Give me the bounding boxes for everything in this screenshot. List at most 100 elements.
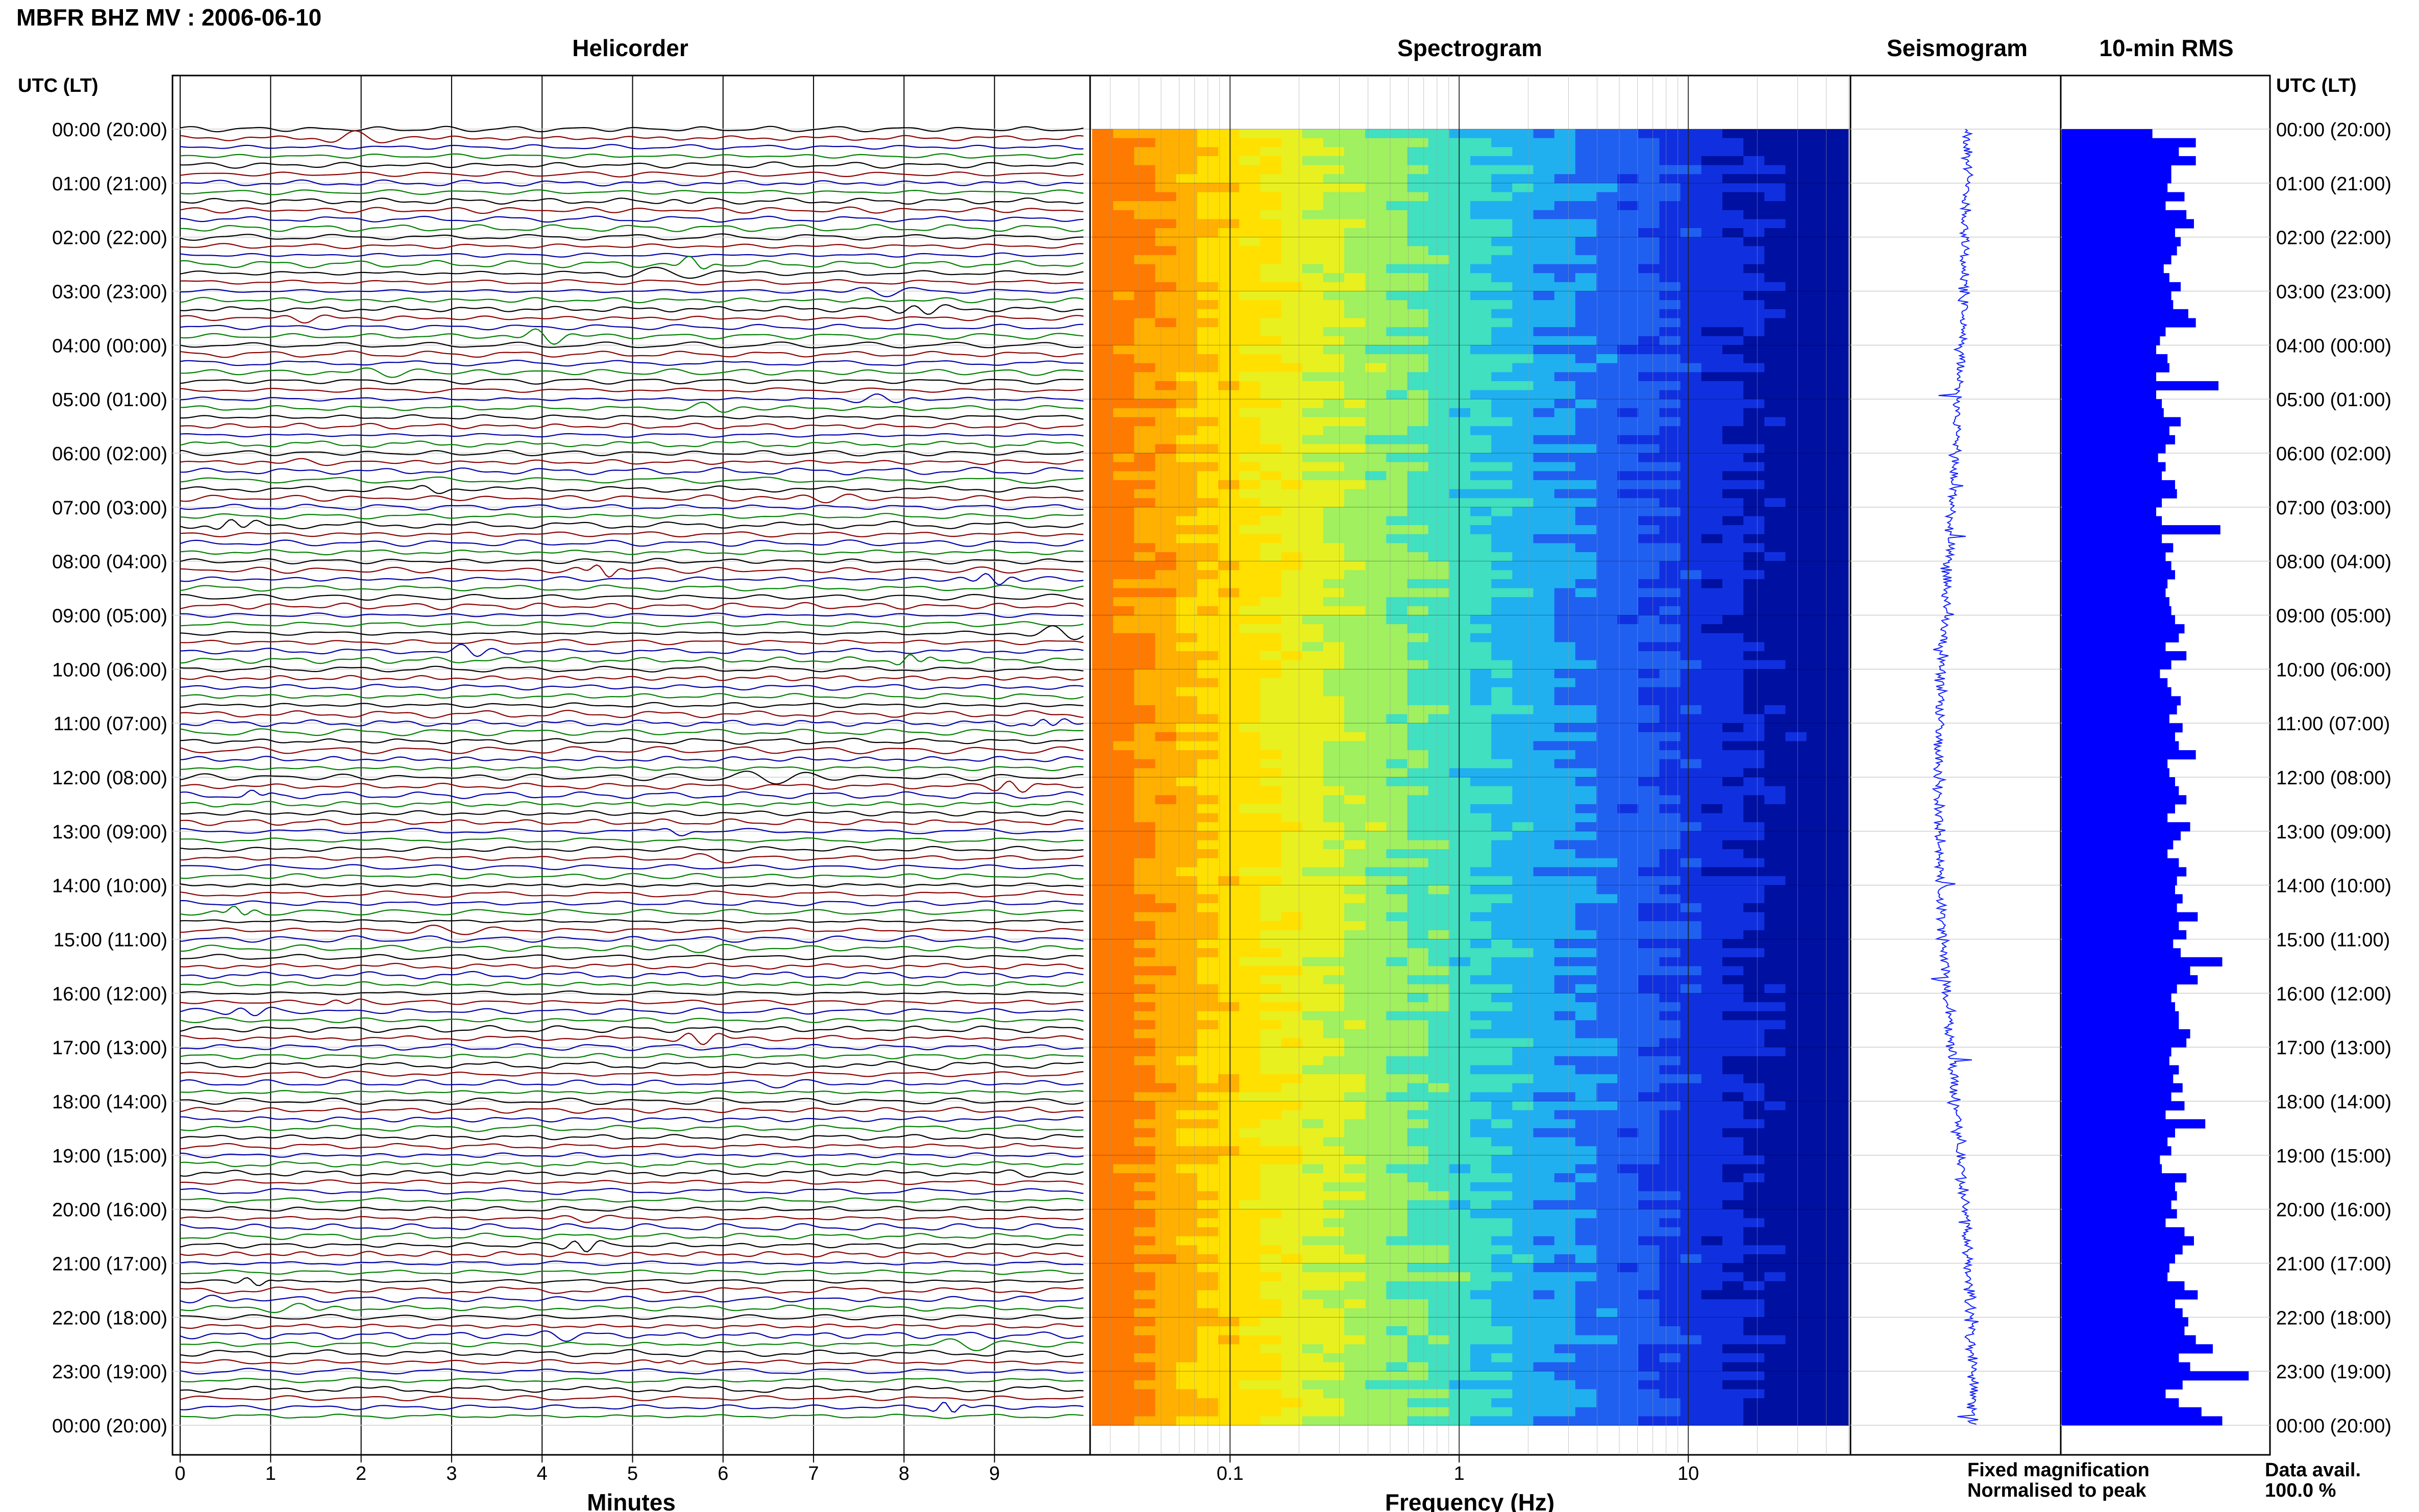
spectrogram-cell: [1344, 1299, 1366, 1309]
spectrogram-cell: [1386, 1038, 1408, 1048]
spectrogram-cell: [1764, 741, 1786, 751]
spectrogram-cell: [1575, 273, 1597, 283]
spectrogram-cell: [1155, 1056, 1177, 1066]
spectrogram-cell: [1512, 291, 1534, 301]
spectrogram-cell: [1260, 669, 1282, 679]
spectrogram-cell: [1701, 336, 1723, 346]
spectrogram-cell: [1596, 921, 1618, 931]
spectrogram-cell: [1785, 498, 1807, 508]
spectrogram-cell: [1239, 282, 1261, 292]
helicorder-trace-row: [180, 1097, 1084, 1105]
spectrogram-cell: [1533, 1020, 1555, 1030]
spectrogram-cell: [1827, 804, 1849, 814]
spectrogram-cell: [1407, 858, 1429, 868]
spectrogram-cell: [1302, 759, 1324, 769]
spectrogram-cell: [1218, 822, 1240, 832]
spectrogram-cell: [1407, 480, 1429, 490]
spectrogram-cell: [1806, 156, 1828, 166]
spectrogram-cell: [1533, 570, 1555, 580]
spectrogram-cell: [1239, 417, 1261, 427]
spectrogram-cell: [1113, 1191, 1135, 1201]
spectrogram-cell: [1365, 552, 1387, 562]
spectrogram-cell: [1491, 1128, 1513, 1138]
spectrogram-cell: [1134, 327, 1156, 337]
spectrogram-cell: [1218, 1263, 1240, 1273]
spectrogram-cell: [1701, 273, 1723, 283]
spectrogram-cell: [1281, 381, 1303, 391]
spectrogram-cell: [1554, 948, 1576, 958]
spectrogram-cell: [1827, 300, 1849, 310]
spectrogram-cell: [1344, 570, 1366, 580]
spectrogram-cell: [1113, 633, 1135, 643]
spectrogram-cell: [1470, 867, 1492, 877]
spectrogram-cell: [1218, 966, 1240, 976]
spectrogram-cell: [1113, 543, 1135, 553]
spectrogram-cell: [1218, 309, 1240, 319]
spectrogram-cell: [1743, 1065, 1765, 1075]
spectrogram-cell: [1218, 255, 1240, 265]
spectrogram-cell: [1743, 687, 1765, 697]
spectrogram-cell: [1659, 822, 1681, 832]
spectrogram-cell: [1491, 156, 1513, 166]
spectrogram-cell: [1701, 1146, 1723, 1156]
spectrogram-cell: [1764, 228, 1786, 238]
spectrogram-cell: [1659, 597, 1681, 607]
spectrogram-cell: [1155, 1119, 1177, 1129]
spectrogram-cell: [1554, 615, 1576, 625]
spectrogram-title: Spectrogram: [1397, 35, 1542, 61]
spectrogram-cell: [1449, 687, 1471, 697]
spectrogram-cell: [1260, 1137, 1282, 1147]
spectrogram-cell: [1701, 1128, 1723, 1138]
spectrogram-cell: [1323, 840, 1345, 850]
spectrogram-cell: [1260, 651, 1282, 661]
spectrogram-cell: [1176, 723, 1198, 733]
spectrogram-cell: [1764, 282, 1786, 292]
spectrogram-cell: [1491, 462, 1513, 472]
spectrogram-cell: [1260, 795, 1282, 805]
spectrogram-cell: [1092, 1056, 1114, 1066]
spectrogram-cell: [1764, 1074, 1786, 1084]
spectrogram-cell: [1302, 1128, 1324, 1138]
spectrogram-cell: [1638, 174, 1660, 184]
spectrogram-cell: [1239, 831, 1261, 841]
spectrogram-cell: [1344, 354, 1366, 364]
spectrogram-cell: [1218, 687, 1240, 697]
spectrogram-cell: [1722, 678, 1744, 688]
spectrogram-cell: [1302, 696, 1324, 706]
spectrogram-cell: [1806, 1209, 1828, 1219]
spectrogram-cell: [1218, 534, 1240, 544]
spectrogram-cell: [1449, 1218, 1471, 1228]
spectrogram-cell: [1743, 1173, 1765, 1183]
spectrogram-cell: [1113, 948, 1135, 958]
spectrogram-cell: [1260, 723, 1282, 733]
spectrogram-cell: [1470, 813, 1492, 823]
spectrogram-cell: [1239, 759, 1261, 769]
spectrogram-cell: [1407, 399, 1429, 409]
spectrogram-cell: [1323, 912, 1345, 922]
spectrogram-cell: [1827, 561, 1849, 571]
spectrogram-cell: [1323, 867, 1345, 877]
spectrogram-cell: [1092, 912, 1114, 922]
spectrogram-cell: [1386, 831, 1408, 841]
spectrogram-cell: [1344, 894, 1366, 904]
spectrogram-cell: [1386, 1254, 1408, 1264]
spectrogram-cell: [1281, 201, 1303, 211]
spectrogram-cell: [1260, 471, 1282, 481]
spectrogram-cell: [1407, 516, 1429, 526]
spectrogram-cell: [1092, 1011, 1114, 1021]
spectrogram-cell: [1638, 156, 1660, 166]
spectrogram-cell: [1386, 813, 1408, 823]
spectrogram-cell: [1638, 588, 1660, 598]
spectrogram-cell: [1344, 984, 1366, 994]
spectrogram-cell: [1281, 408, 1303, 418]
spectrogram-cell: [1785, 1299, 1807, 1309]
left-time-label: 13:00 (09:00): [52, 822, 167, 843]
spectrogram-cell: [1281, 813, 1303, 823]
spectrogram-cell: [1617, 444, 1639, 454]
spectrogram-cell: [1134, 1047, 1156, 1057]
helicorder-trace-row: [180, 919, 1084, 924]
spectrogram-cell: [1722, 435, 1744, 445]
spectrogram-cell: [1302, 894, 1324, 904]
spectrogram-cell: [1155, 480, 1177, 490]
spectrogram-cell: [1764, 822, 1786, 832]
